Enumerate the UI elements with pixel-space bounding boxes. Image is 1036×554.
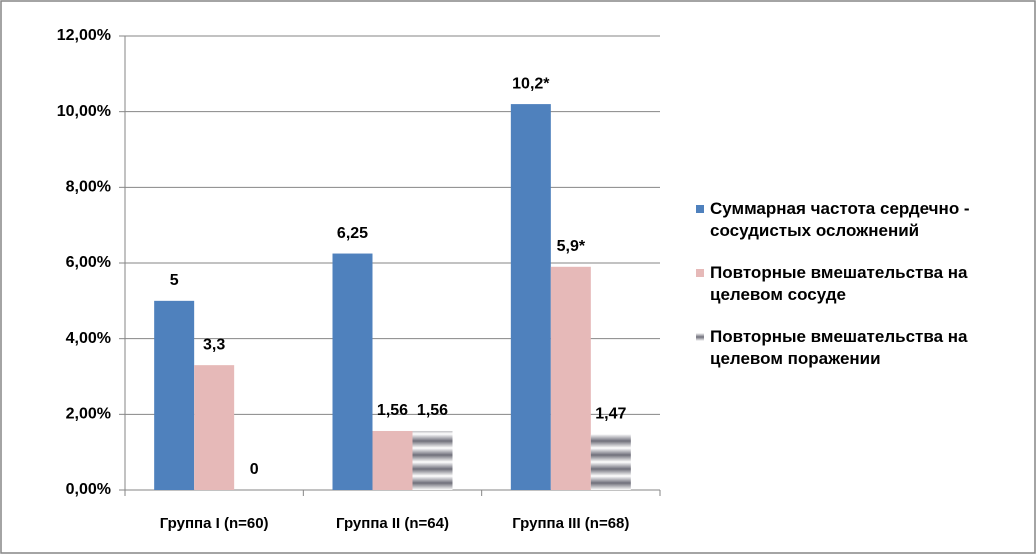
y-tick-label: 0,00% bbox=[66, 481, 111, 498]
bar bbox=[194, 365, 235, 490]
y-tick-label: 10,00% bbox=[57, 103, 111, 120]
data-label: 1,47 bbox=[595, 406, 626, 423]
x-tick-label: Группа III (n=68) bbox=[512, 515, 629, 532]
data-label: 5,9* bbox=[557, 238, 586, 255]
legend-marker bbox=[696, 205, 704, 213]
data-label: 1,56 bbox=[377, 402, 408, 419]
y-tick-label: 2,00% bbox=[66, 406, 111, 423]
legend-label: Повторные вмешательства на целевом пораж… bbox=[710, 327, 968, 368]
data-label: 1,56 bbox=[417, 402, 448, 419]
legend-label: Повторные вмешательства на целевом сосуд… bbox=[710, 263, 968, 304]
legend: Суммарная частота сердечно - сосудистых … bbox=[692, 198, 1032, 390]
y-tick-label: 6,00% bbox=[66, 254, 111, 271]
bar bbox=[332, 253, 373, 490]
legend-marker bbox=[696, 333, 704, 341]
bar bbox=[372, 430, 413, 490]
x-tick-label: Группа II (n=64) bbox=[336, 515, 449, 532]
legend-marker bbox=[696, 269, 704, 277]
bar bbox=[590, 434, 631, 490]
legend-label: Суммарная частота сердечно - сосудистых … bbox=[710, 199, 970, 240]
bar bbox=[154, 300, 195, 490]
legend-item: Суммарная частота сердечно - сосудистых … bbox=[692, 198, 1032, 242]
x-tick-label: Группа I (n=60) bbox=[160, 515, 269, 532]
bar bbox=[510, 104, 551, 490]
data-label: 0 bbox=[250, 461, 259, 478]
bar bbox=[550, 266, 591, 490]
y-tick-label: 4,00% bbox=[66, 330, 111, 347]
bar bbox=[412, 430, 453, 490]
data-label: 5 bbox=[170, 272, 179, 289]
data-label: 3,3 bbox=[203, 336, 225, 353]
y-tick-label: 8,00% bbox=[66, 179, 111, 196]
y-tick-label: 12,00% bbox=[57, 27, 111, 44]
data-label: 6,25 bbox=[337, 225, 368, 242]
legend-item: Повторные вмешательства на целевом сосуд… bbox=[692, 262, 1032, 306]
legend-item: Повторные вмешательства на целевом пораж… bbox=[692, 326, 1032, 370]
data-label: 10,2* bbox=[512, 75, 550, 92]
